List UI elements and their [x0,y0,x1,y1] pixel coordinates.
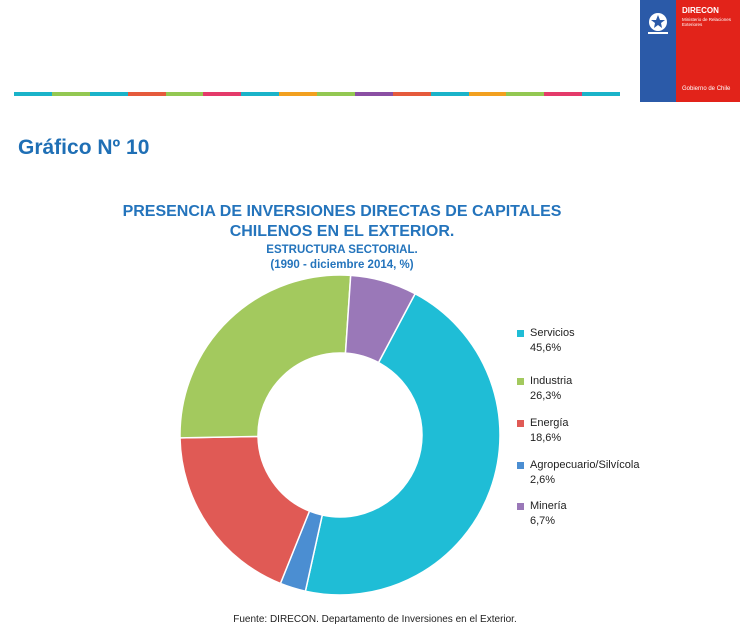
color-stripe [14,92,620,96]
stripe-segment [317,92,355,96]
stripe-segment [544,92,583,96]
stripe-segment [430,92,469,96]
chart-title: PRESENCIA DE INVERSIONES DIRECTAS DE CAP… [122,203,562,240]
legend-swatch-industria [517,378,524,385]
legend-swatch-energia [517,420,524,427]
legend-label: Agropecuario/Silvícola [530,459,640,471]
chart-subtitle: ESTRUCTURA SECTORIAL. (1990 - diciembre … [100,243,584,273]
legend-value: 26,3% [530,390,562,402]
logo-brand: DIRECON [682,6,719,15]
stripe-segment [279,92,317,96]
logo-red-panel [676,0,740,102]
stripe-segment [392,92,431,96]
legend-swatch-agropecuario [517,462,524,469]
stripe-segment [203,92,242,96]
source-note: Fuente: DIRECON. Departamento de Inversi… [233,614,517,625]
legend-swatch-mineria [517,503,524,510]
legend-swatch-servicios [517,330,524,337]
logo-footer: Gobierno de Chile [682,86,731,92]
donut-slice-energ-a [179,435,311,585]
legend-label: Servicios [530,327,575,339]
donut-slice-industria [179,274,352,439]
legend-value: 45,6% [530,342,562,354]
stripe-segment [241,92,280,96]
legend-value: 2,6% [530,474,556,486]
page-heading: Gráfico Nº 10 [18,136,150,159]
stripe-segment [51,92,90,96]
stripe-segment [582,92,620,96]
donut-slice-servicios [304,292,501,596]
legend-value: 6,7% [530,515,556,527]
chile-seal-icon [648,13,668,34]
logo-subline: Ministerio de Relaciones Exteriores [682,17,732,27]
chart-subtitle-line2: (1990 - diciembre 2014, %) [270,259,414,271]
stripe-segment [127,92,166,96]
stripe-segment [468,92,507,96]
donut-slice-miner-a [344,274,417,364]
direcon-logo: DIRECON Ministerio de Relaciones Exterio… [640,0,740,102]
stripe-segment [89,92,128,96]
legend-label: Industria [530,375,573,387]
legend-value: 18,6% [530,432,562,444]
stripe-segment [165,92,204,96]
stripe-segment [354,92,393,96]
legend-label: Minería [530,500,567,512]
legend-label: Energía [530,417,569,429]
stripe-segment [506,92,545,96]
stripe-segment [14,92,52,96]
chart-subtitle-line1: ESTRUCTURA SECTORIAL. [266,244,418,256]
